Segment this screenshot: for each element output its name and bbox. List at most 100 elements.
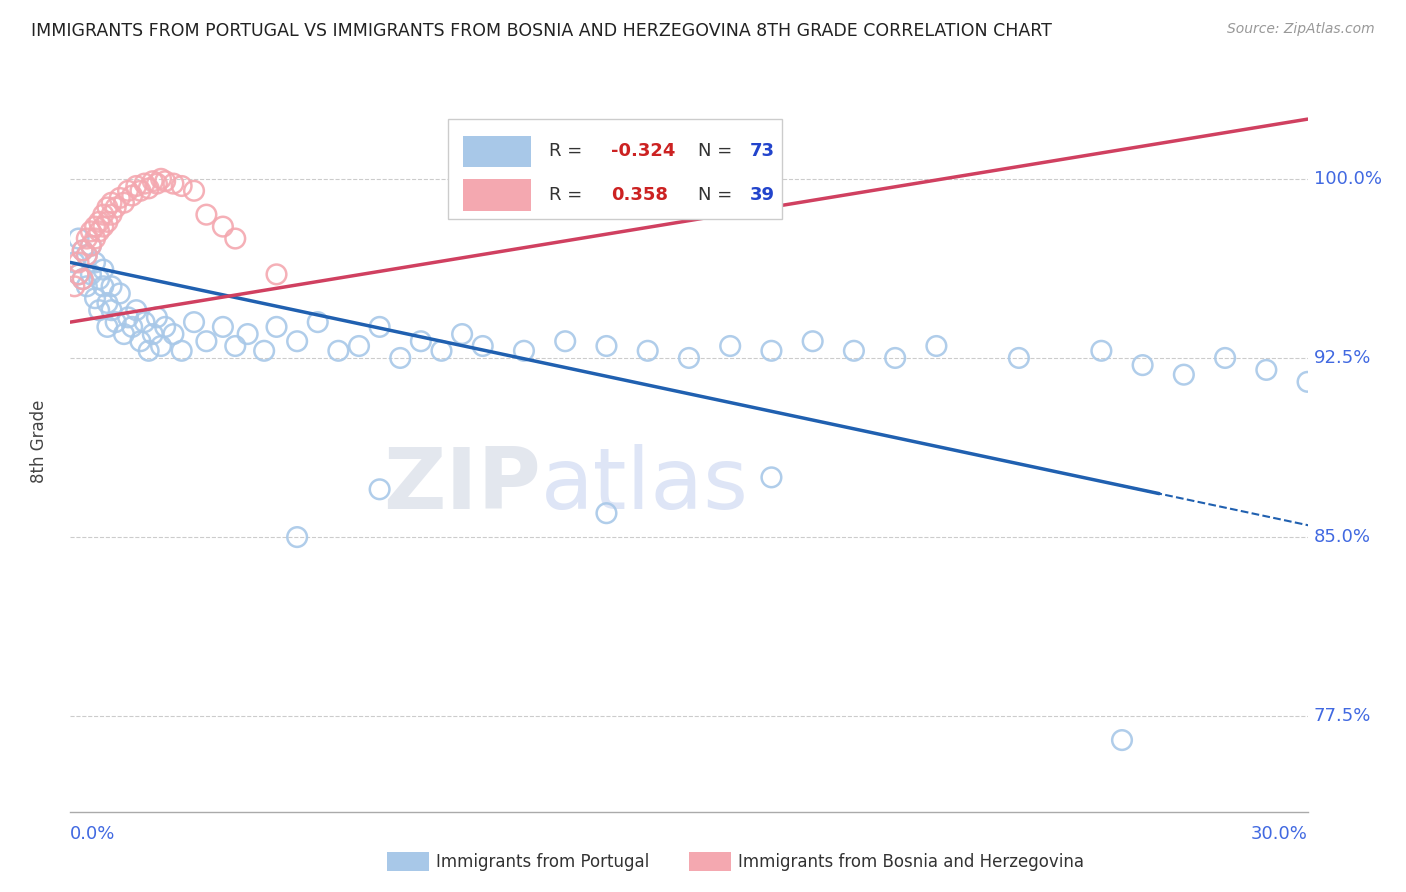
Point [162,327,184,342]
Point [150,339,173,353]
Text: atlas: atlas [540,444,748,527]
Point [80,224,103,238]
Point [63,255,86,269]
Point [224,231,246,245]
Point [1132,358,1154,372]
Point [72,272,94,286]
Point [121,319,143,334]
Point [67,268,90,282]
Point [266,268,288,282]
Point [89,224,111,238]
Point [195,208,218,222]
Point [224,339,246,353]
Point [89,215,111,229]
Text: Immigrants from Portugal: Immigrants from Portugal [436,853,650,871]
Text: 0.0%: 0.0% [70,825,115,843]
Text: IMMIGRANTS FROM PORTUGAL VS IMMIGRANTS FROM BOSNIA AND HERZEGOVINA 8TH GRADE COR: IMMIGRANTS FROM PORTUGAL VS IMMIGRANTS F… [31,22,1052,40]
Text: 30.0%: 30.0% [1251,825,1308,843]
Point [925,339,948,353]
Text: R =: R = [550,143,588,161]
Point [285,334,308,349]
Point [91,279,114,293]
Point [513,343,536,358]
Point [72,244,94,258]
Text: Immigrants from Bosnia and Herzegovina: Immigrants from Bosnia and Herzegovina [738,853,1084,871]
Point [347,339,370,353]
Point [108,191,131,205]
Point [595,506,617,520]
Point [183,184,205,198]
Point [134,315,156,329]
Point [1256,363,1278,377]
Point [96,296,118,310]
Text: 100.0%: 100.0% [1313,169,1382,188]
Point [138,343,160,358]
Point [1090,343,1112,358]
Point [253,343,276,358]
Point [162,177,184,191]
Point [153,174,176,188]
Point [183,315,205,329]
Point [104,201,127,215]
Point [96,201,118,215]
Point [112,327,135,342]
Point [125,303,148,318]
Text: R =: R = [550,186,593,204]
Point [117,310,139,325]
Point [72,244,94,258]
Point [80,268,103,282]
Point [212,319,235,334]
Point [80,238,103,252]
Point [842,343,865,358]
Point [67,268,90,282]
Point [129,184,152,198]
Point [554,334,576,349]
Text: 77.5%: 77.5% [1313,707,1371,725]
Point [108,286,131,301]
Point [1296,375,1319,389]
Point [761,343,783,358]
Point [112,195,135,210]
Text: ZIP: ZIP [382,444,540,527]
Point [368,319,391,334]
Point [1213,351,1236,365]
Point [430,343,453,358]
Text: -0.324: -0.324 [612,143,675,161]
Text: 0.358: 0.358 [612,186,668,204]
Point [595,339,617,353]
Point [236,327,259,342]
Text: 39: 39 [749,186,775,204]
Point [307,315,329,329]
Point [146,310,169,325]
Point [125,179,148,194]
Point [153,319,176,334]
FancyBboxPatch shape [463,136,530,167]
Text: N =: N = [697,186,738,204]
Point [104,315,127,329]
Point [212,219,235,234]
Point [84,255,107,269]
Point [1008,351,1031,365]
Point [91,208,114,222]
Point [678,351,700,365]
Point [67,255,90,269]
Text: 85.0%: 85.0% [1313,528,1371,546]
Text: 92.5%: 92.5% [1313,349,1371,367]
FancyBboxPatch shape [447,120,782,219]
Text: Source: ZipAtlas.com: Source: ZipAtlas.com [1227,22,1375,37]
Point [80,238,103,252]
Point [328,343,350,358]
Point [129,334,152,349]
Point [96,319,118,334]
Point [761,470,783,484]
Point [368,483,391,497]
Point [76,231,98,245]
Point [134,177,156,191]
Point [89,303,111,318]
Point [146,177,169,191]
Point [63,279,86,293]
Point [1173,368,1195,382]
Point [471,339,494,353]
Point [100,279,122,293]
Point [142,327,165,342]
